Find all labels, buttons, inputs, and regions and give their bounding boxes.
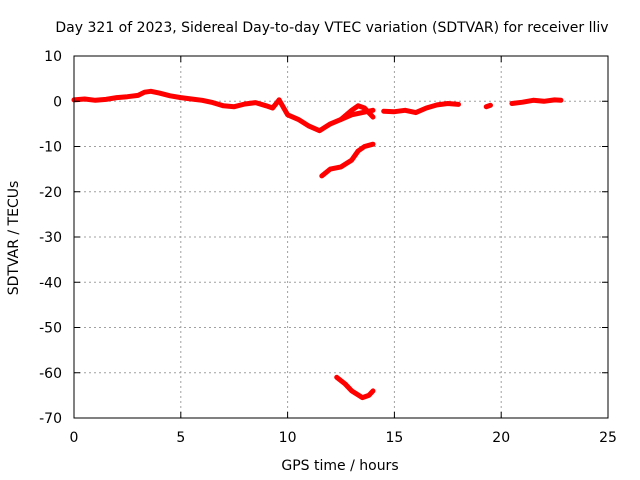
y-tick-label: -60 bbox=[39, 366, 62, 382]
series-middle-segment bbox=[319, 141, 376, 179]
y-tick-label: -20 bbox=[39, 185, 62, 201]
y-tick-label: 10 bbox=[44, 49, 62, 65]
y-tick-label: -30 bbox=[39, 230, 62, 246]
axis-ticks: 0 5 10 15 20 25 10 0 -10 -20 -30 -40 -50 -60 -70 bbox=[39, 49, 617, 446]
data-series bbox=[71, 88, 564, 401]
series-main-track-1 bbox=[71, 88, 282, 111]
x-tick-label: 25 bbox=[599, 430, 617, 446]
series-evening-segment bbox=[509, 97, 564, 106]
x-tick-label: 20 bbox=[492, 430, 510, 446]
series-afternoon-segment bbox=[381, 101, 461, 116]
grid-lines bbox=[74, 56, 608, 418]
x-tick-label: 5 bbox=[176, 430, 185, 446]
y-tick-label: -50 bbox=[39, 321, 62, 337]
x-tick-label: 10 bbox=[279, 430, 297, 446]
series-isolated-point bbox=[483, 102, 493, 110]
series-low-segment bbox=[334, 374, 376, 401]
y-tick-label: 0 bbox=[53, 94, 62, 110]
x-axis-label: GPS time / hours bbox=[281, 458, 398, 474]
x-tick-label: 15 bbox=[385, 430, 403, 446]
series-main-track-2 bbox=[276, 97, 376, 134]
chart-title: Day 321 of 2023, Sidereal Day-to-day VTE… bbox=[55, 20, 608, 36]
y-axis-label: SDTVAR / TECUs bbox=[6, 181, 22, 296]
x-tick-label: 0 bbox=[70, 430, 79, 446]
y-tick-label: -10 bbox=[39, 140, 62, 156]
y-tick-label: -70 bbox=[39, 411, 62, 427]
y-tick-label: -40 bbox=[39, 275, 62, 291]
series-upper-dip-branch bbox=[338, 103, 376, 122]
